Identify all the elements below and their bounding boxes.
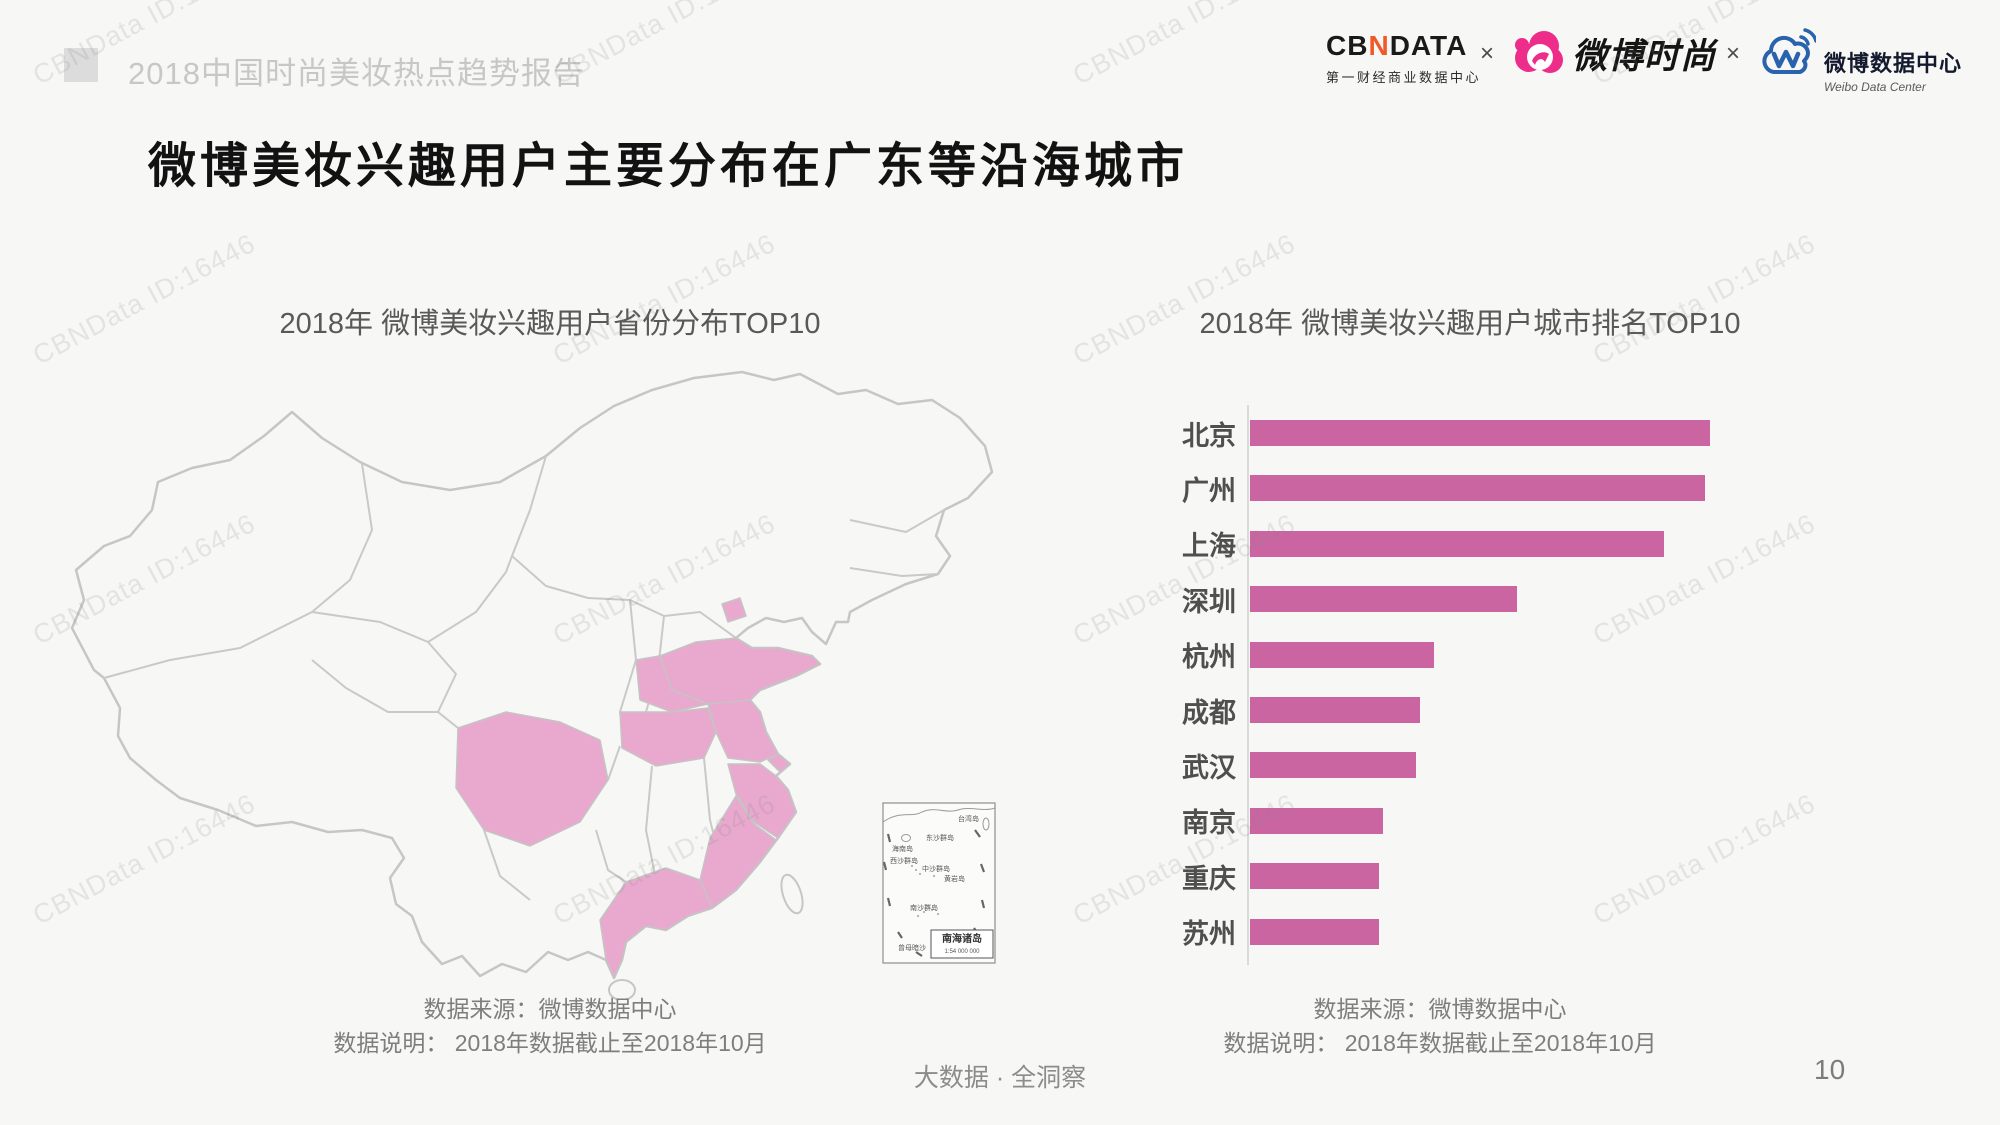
weibo-datacenter-label: 微博数据中心 [1824,51,1963,76]
map-chart-title: 2018年 微博美妆兴趣用户省份分布TOP10 [279,308,821,340]
inset-label-zhongsha: 中沙群岛 [922,864,950,873]
inset-label-xisha: 西沙群岛 [890,856,918,865]
province-fujian [699,795,777,909]
weibo-fashion-logo: 微博时尚 [1512,28,1716,79]
bar-source-line2: 数据说明： 2018年数据截止至2018年10月 [1223,1030,1657,1056]
cbndata-wordmark-left: CB [1326,30,1369,61]
inset-label-taiwan: 台湾岛 [958,814,979,823]
map-source-line2: 数据说明： 2018年数据截止至2018年10月 [333,1030,767,1056]
bar-source-note: 数据来源：微博数据中心 数据说明： 2018年数据截止至2018年10月 [1130,992,1750,1060]
inset-label-dongsha: 东沙群岛 [926,833,954,842]
bar-chart-title: 2018年 微博美妆兴趣用户城市排名TOP10 [1199,308,1741,340]
bar-source-line1: 数据来源：微博数据中心 [1313,996,1567,1022]
bar [1250,586,1517,613]
logo-separator: × [1726,40,1741,67]
china-outline [70,370,994,980]
bar-row: 重庆 [1056,858,1796,894]
bar [1250,752,1416,779]
province-shanghai [767,753,791,773]
bar-chart-axis-line [1247,405,1249,965]
bar-row: 深圳 [1056,581,1796,617]
taiwan-island [780,873,804,915]
inset-label-zengmu: 曾母暗沙 [898,943,926,952]
bar [1250,530,1664,557]
bar [1250,697,1421,723]
bar [1250,475,1706,502]
weibo-datacenter-icon [1762,28,1816,74]
weibo-fashion-label: 微博时尚 [1572,37,1717,76]
page-number: 10 [1814,1054,1846,1085]
province-zhejiang [727,763,797,839]
inset-box-label: 南海诸岛 [942,932,982,945]
inset-label-hainan: 海南岛 [892,844,913,853]
bar [1250,807,1384,834]
bar [1250,641,1434,668]
map-source-note: 数据来源：微博数据中心 数据说明： 2018年数据截止至2018年10月 [240,992,860,1060]
bar-row: 北京 [1056,415,1796,451]
weibo-datacenter-logo: 微博数据中心 Weibo Data Center [1760,24,1962,94]
watermark-text: CBNData ID:16446 [1068,0,1301,91]
bar-category-label: 杭州 [1182,642,1236,673]
inset-island-dots [911,865,939,917]
bar-row: 成都 [1056,692,1796,728]
bar-row: 杭州 [1056,637,1796,673]
bar-category-label: 上海 [1182,531,1236,562]
cbndata-wordmark-right: DATA [1389,30,1468,61]
bar-category-label: 深圳 [1182,586,1236,617]
logo-separator: × [1480,40,1495,67]
province-sichuan [455,711,609,847]
footer-slogan: 大数据 · 全洞察 [913,1064,1087,1092]
bar-category-label: 南京 [1182,808,1236,839]
china-map: 台湾岛 东沙群岛 海南岛 西沙群岛 中沙群岛 黄岩岛 南沙群岛 曾母暗沙 南海诸… [60,360,1000,1001]
cbndata-accent-letter: N [1368,30,1390,61]
bar-category-label: 苏州 [1182,919,1236,950]
page-title: 微博美妆兴趣用户主要分布在广东等沿海城市 [148,140,1189,193]
map-source-line1: 数据来源：微博数据中心 [423,996,677,1022]
inset-scale-label: 1:54 000 000 [944,949,980,955]
inset-label-huangyan: 黄岩岛 [944,874,965,883]
bar [1250,918,1379,945]
bar [1250,420,1710,446]
bar [1250,863,1379,890]
weibo-datacenter-sublabel: Weibo Data Center [1824,80,1926,94]
report-title: 2018中国时尚美妆热点趋势报告 [128,56,585,91]
china-map-svg: 台湾岛 东沙群岛 海南岛 西沙群岛 中沙群岛 黄岩岛 南沙群岛 曾母暗沙 南海诸… [70,370,996,1001]
province-beijing [721,597,747,623]
bar-category-label: 北京 [1182,420,1236,451]
weibo-datacenter-text: 微博数据中心 Weibo Data Center [1824,46,1962,94]
province-guangdong [599,867,713,979]
province-shandong [659,637,821,705]
bar-category-label: 广州 [1182,475,1236,506]
bar-row: 武汉 [1056,747,1796,783]
highlighted-provinces [455,597,821,979]
inset-label-nansha: 南沙群岛 [910,903,938,912]
bar-row: 上海 [1056,526,1796,562]
south-china-sea-inset: 台湾岛 东沙群岛 海南岛 西沙群岛 中沙群岛 黄岩岛 南沙群岛 曾母暗沙 南海诸… [882,802,996,964]
bar-row: 南京 [1056,803,1796,839]
weibo-fashion-icon [1515,30,1563,73]
bar-category-label: 武汉 [1182,752,1236,783]
cbndata-logo: CBNDATA 第一财经商业数据中心 [1326,30,1486,86]
bar-row: 广州 [1056,470,1796,506]
bar-row: 苏州 [1056,914,1796,950]
province-hubei [619,707,717,767]
bar-category-label: 重庆 [1182,863,1236,894]
bar-category-label: 成都 [1182,697,1236,728]
cbndata-subtitle: 第一财经商业数据中心 [1326,70,1482,85]
cbndata-wordmark: CBNDATA [1326,30,1486,62]
header-bullet-square [64,48,98,82]
